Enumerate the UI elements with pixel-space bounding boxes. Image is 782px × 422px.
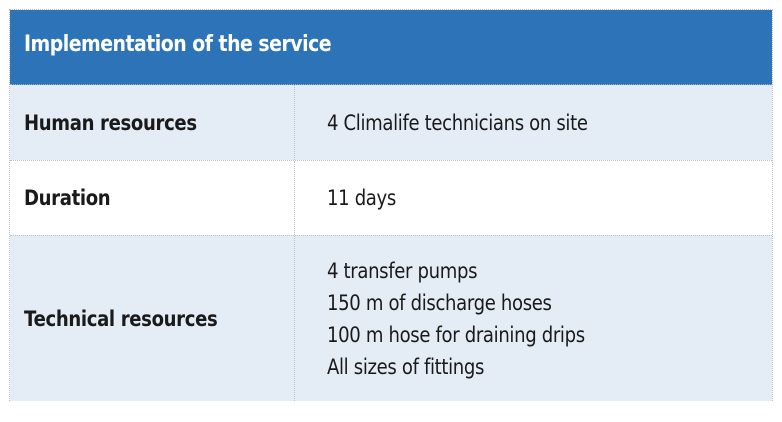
table-header: Implementation of the service — [10, 10, 772, 85]
row-value: 11 days — [327, 186, 396, 210]
list-item: 4 transfer pumps — [327, 258, 478, 283]
table-row-duration: Duration 11 days — [10, 160, 772, 235]
list-item: All sizes of fittings — [327, 354, 485, 379]
list-item: 100 m hose for draining drips — [327, 322, 585, 347]
row-label: Human resources — [24, 110, 197, 135]
service-table: Implementation of the service Human reso… — [9, 9, 773, 401]
table-row-human-resources: Human resources 4 Climalife technicians … — [10, 85, 772, 160]
table-row-technical-resources: Technical resources 4 transfer pumps 150… — [10, 235, 772, 401]
technical-resources-list: 4 transfer pumps 150 m of discharge hose… — [327, 255, 585, 383]
list-item: 150 m of discharge hoses — [327, 290, 552, 315]
table-title: Implementation of the service — [24, 32, 332, 57]
row-label: Duration — [24, 186, 111, 210]
row-label: Technical resources — [24, 306, 218, 331]
row-value: 4 Climalife technicians on site — [327, 110, 588, 135]
